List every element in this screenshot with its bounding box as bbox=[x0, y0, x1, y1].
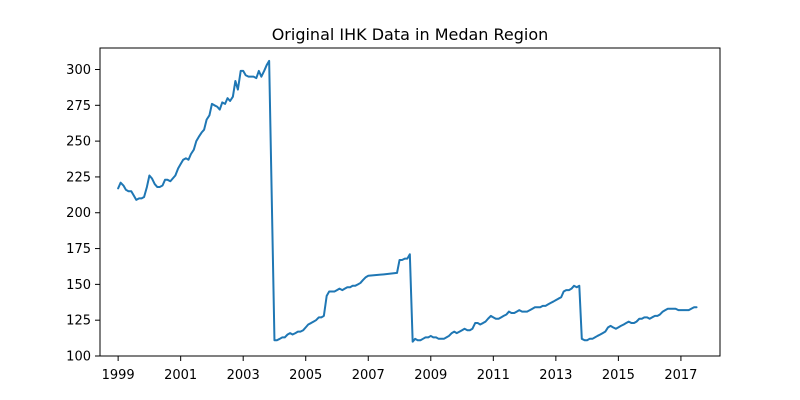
y-tick-label: 275 bbox=[66, 99, 91, 114]
axes-frame bbox=[99, 47, 721, 357]
x-tick-label: 2009 bbox=[414, 368, 447, 383]
x-tick-label: 2013 bbox=[539, 368, 572, 383]
x-tick-label: 2005 bbox=[289, 368, 322, 383]
y-tick-label: 150 bbox=[66, 278, 91, 293]
y-tick-label: 200 bbox=[66, 206, 91, 221]
x-tick-label: 2011 bbox=[477, 368, 510, 383]
x-tick-label: 2003 bbox=[227, 368, 260, 383]
x-tick-label: 2007 bbox=[352, 368, 385, 383]
x-tick-label: 1999 bbox=[102, 368, 135, 383]
y-tick-label: 225 bbox=[66, 170, 91, 185]
y-tick-label: 175 bbox=[66, 242, 91, 257]
y-tick-label: 300 bbox=[66, 63, 91, 78]
series-line bbox=[117, 59, 698, 343]
x-tick-label: 2015 bbox=[602, 368, 635, 383]
x-tick-label: 2017 bbox=[664, 368, 697, 383]
y-axis: 100 125 150 175 200 225 250 275 300 bbox=[66, 63, 100, 365]
plot-area bbox=[117, 59, 698, 343]
y-tick-label: 100 bbox=[66, 350, 91, 365]
y-tick-label: 250 bbox=[66, 135, 91, 150]
x-axis: 1999 2001 2003 2005 2007 2009 2011 2013 2015 2017 bbox=[102, 356, 697, 383]
chart-title: Original IHK Data in Medan Region bbox=[272, 25, 549, 44]
y-tick-label: 125 bbox=[66, 314, 91, 329]
x-tick-label: 2001 bbox=[164, 368, 197, 383]
